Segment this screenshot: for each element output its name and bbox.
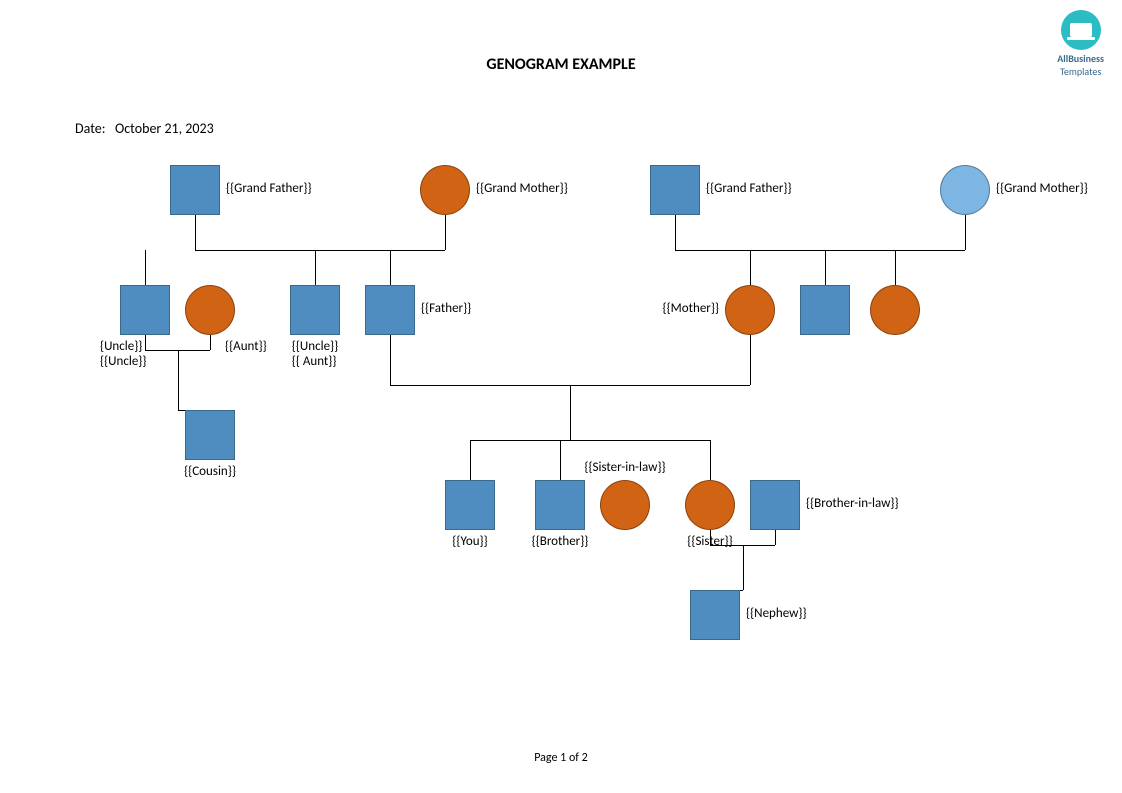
node-label-gf2: {{Grand Father}} bbox=[706, 181, 792, 196]
connector-line bbox=[570, 385, 571, 440]
node-sister bbox=[685, 480, 735, 530]
page-footer: Page 1 of 2 bbox=[0, 751, 1122, 765]
node-gm2 bbox=[940, 165, 990, 215]
connector-line bbox=[965, 215, 966, 250]
node-label-aunt1: {{Aunt}} bbox=[225, 339, 267, 354]
connector-line bbox=[710, 440, 711, 480]
node-brother bbox=[535, 480, 585, 530]
connector-line bbox=[210, 335, 211, 350]
connector-line bbox=[195, 215, 196, 250]
node-label-brother: {{Brother}} bbox=[532, 534, 589, 549]
connector-line bbox=[315, 250, 316, 285]
node-cousin bbox=[185, 410, 235, 460]
genogram-canvas: {{Grand Father}} {{Grand Mother}} {{Grand … bbox=[0, 0, 1122, 793]
connector-line bbox=[750, 250, 751, 285]
node-label-father: {{Father}} bbox=[421, 301, 471, 316]
connector-line bbox=[560, 440, 561, 480]
connector-line bbox=[775, 530, 776, 545]
node-label-nephew: {{Nephew}} bbox=[746, 606, 807, 621]
node-msib1 bbox=[800, 285, 850, 335]
node-label-gf1: {{Grand Father}} bbox=[226, 181, 312, 196]
node-uncle2 bbox=[290, 285, 340, 335]
node-label-gm1: {{Grand Mother}} bbox=[476, 181, 568, 196]
connector-line bbox=[825, 250, 826, 285]
node-label-uncle2: {{Uncle}}{{ Aunt}} bbox=[292, 339, 338, 369]
node-gf1 bbox=[170, 165, 220, 215]
connector-line bbox=[145, 250, 146, 285]
connector-line bbox=[390, 335, 391, 385]
node-label-uncle1sq: {Uncle}}{{Uncle}} bbox=[100, 339, 146, 369]
connector-line bbox=[675, 250, 965, 251]
node-mother bbox=[725, 285, 775, 335]
connector-line bbox=[743, 545, 744, 590]
node-label-mother: {{Mother}} bbox=[662, 301, 719, 316]
node-father bbox=[365, 285, 415, 335]
node-gf2 bbox=[650, 165, 700, 215]
connector-line bbox=[470, 440, 710, 441]
node-label-sister: {{Sister}} bbox=[687, 534, 732, 549]
node-nephew bbox=[690, 590, 740, 640]
node-label-you: {{You}} bbox=[452, 534, 487, 549]
connector-line bbox=[750, 335, 751, 385]
connector-line bbox=[895, 250, 896, 285]
node-label-bil: {{Brother-in-law}} bbox=[806, 496, 899, 511]
node-msib2 bbox=[870, 285, 920, 335]
connector-line bbox=[470, 440, 471, 480]
node-aunt1 bbox=[185, 285, 235, 335]
node-bil bbox=[750, 480, 800, 530]
node-label-sil: {{Sister-in-law}} bbox=[584, 460, 665, 475]
node-sil bbox=[600, 480, 650, 530]
node-label-cousin: {{Cousin}} bbox=[184, 464, 236, 479]
node-gm1 bbox=[420, 165, 470, 215]
node-uncle1sq bbox=[120, 285, 170, 335]
connector-line bbox=[195, 250, 445, 251]
node-you bbox=[445, 480, 495, 530]
connector-line bbox=[445, 215, 446, 250]
node-label-gm2: {{Grand Mother}} bbox=[996, 181, 1088, 196]
connector-line bbox=[390, 250, 391, 285]
connector-line bbox=[178, 350, 179, 410]
connector-line bbox=[675, 215, 676, 250]
